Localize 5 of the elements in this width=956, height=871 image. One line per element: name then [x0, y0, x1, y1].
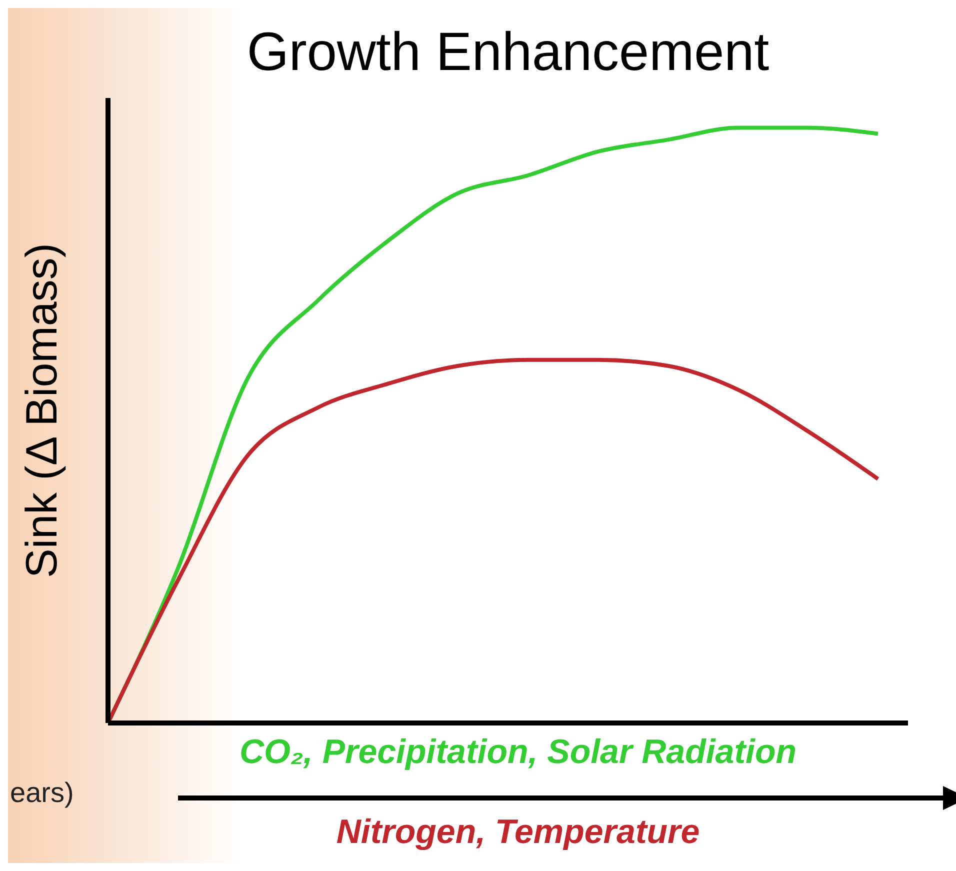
text: CO₂, Precipitation, Solar Radiation: [238, 733, 798, 772]
text: ears): [10, 777, 74, 809]
text: Nitrogen, Temperature: [335, 813, 701, 852]
y-axis-title: Sink (Δ Biomass): [18, 242, 67, 578]
chart-title: Growth Enhancement: [246, 22, 770, 82]
